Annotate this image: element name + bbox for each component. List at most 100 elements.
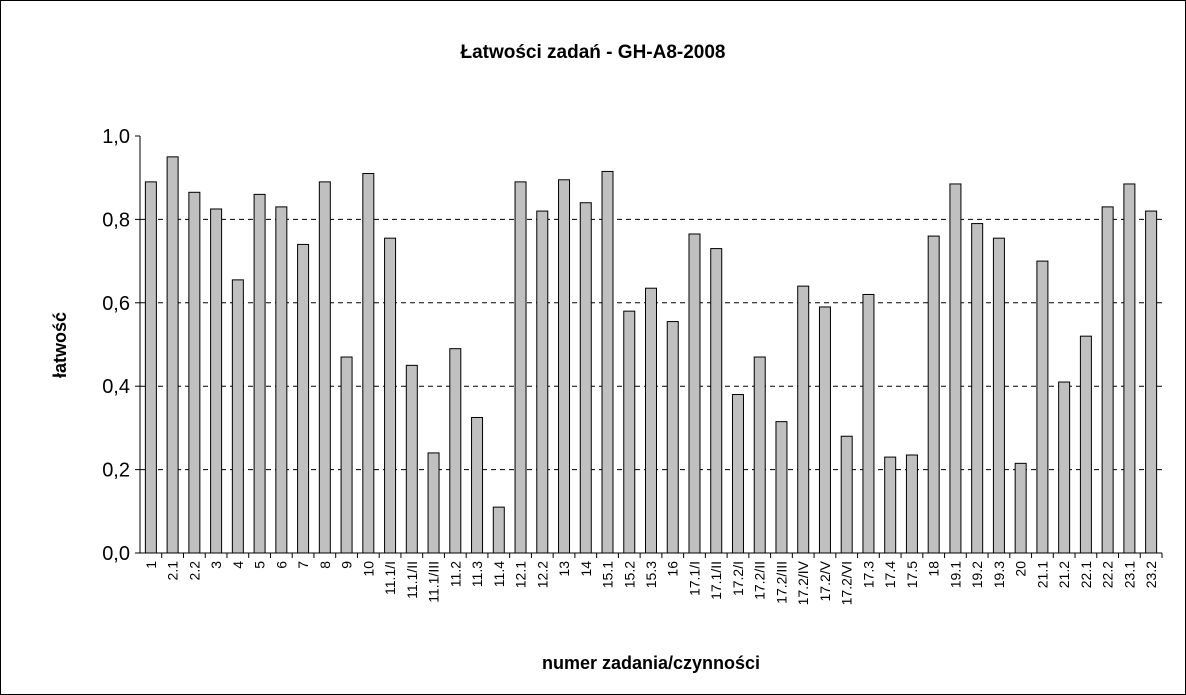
x-tick-label: 19.1 xyxy=(947,561,963,588)
x-tick-label: 17.2/II xyxy=(752,561,768,600)
x-tick-label: 17.2/III xyxy=(773,561,789,604)
x-tick-label: 17.1/II xyxy=(708,561,724,600)
x-tick-label: 7 xyxy=(295,561,311,569)
x-tick-label: 21.1 xyxy=(1034,561,1050,588)
bar xyxy=(1014,462,1027,554)
bar xyxy=(905,454,918,554)
x-tick-label: 17.2/I xyxy=(730,561,746,596)
bar xyxy=(384,237,397,554)
x-tick-label: 8 xyxy=(317,561,333,569)
bar xyxy=(731,394,744,554)
x-tick-label: 1 xyxy=(143,561,159,569)
y-tick-label: 0,4 xyxy=(102,376,130,398)
x-tick-label: 11.1/I xyxy=(382,561,398,595)
x-tick-label: 22.2 xyxy=(1100,561,1116,588)
y-axis-title: łatwość xyxy=(50,312,70,378)
x-tick-label: 17.5 xyxy=(904,561,920,588)
y-tick-label: 0,0 xyxy=(102,543,130,565)
x-tick-label: 15.3 xyxy=(643,561,659,588)
y-tick-label: 0,8 xyxy=(102,209,130,231)
bar xyxy=(840,435,853,554)
x-tick-label: 17.1/I xyxy=(686,561,702,596)
x-tick-label: 9 xyxy=(339,561,355,569)
bar xyxy=(297,243,310,554)
bar xyxy=(427,452,440,554)
bar xyxy=(340,356,353,554)
x-tick-label: 11.1/II xyxy=(404,561,420,599)
bar xyxy=(405,364,418,554)
x-axis-title: numer zadania/czynności xyxy=(542,653,760,673)
x-tick-label: 4 xyxy=(230,561,246,569)
x-tick-label: 15.1 xyxy=(600,561,616,588)
bar xyxy=(275,206,288,554)
x-tick-label: 22.1 xyxy=(1078,561,1094,588)
bar xyxy=(471,416,484,554)
bar xyxy=(971,223,984,554)
x-tick-label: 11.3 xyxy=(469,561,485,587)
bar xyxy=(992,237,1005,554)
bar xyxy=(601,170,614,554)
x-tick-label: 17.4 xyxy=(882,561,898,588)
x-tick-label: 23.1 xyxy=(1121,561,1137,588)
bar xyxy=(253,193,266,554)
x-tick-label: 5 xyxy=(252,561,268,569)
x-tick-label: 17.2/VI xyxy=(839,561,855,605)
bar xyxy=(166,156,179,554)
x-tick-label: 19.2 xyxy=(969,561,985,588)
bar xyxy=(1123,183,1136,554)
x-tick-label: 11.2 xyxy=(447,561,463,587)
x-tick-label: 10 xyxy=(360,561,376,577)
bar xyxy=(688,233,701,554)
bar xyxy=(927,235,940,554)
bar xyxy=(492,506,505,554)
bar xyxy=(666,321,679,554)
bar xyxy=(818,306,831,554)
chart-title: Łatwości zadań - GH-A8-2008 xyxy=(460,42,725,63)
x-tick-label: 19.3 xyxy=(991,561,1007,588)
x-tick-label: 21.2 xyxy=(1056,561,1072,588)
bar xyxy=(579,202,592,554)
bar xyxy=(1145,210,1158,554)
bar xyxy=(775,421,788,554)
bar xyxy=(623,310,636,554)
bar xyxy=(949,183,962,554)
x-tick-label: 3 xyxy=(208,561,224,569)
bar xyxy=(536,210,549,554)
bar xyxy=(188,191,201,554)
bar xyxy=(362,173,375,554)
bar xyxy=(210,208,223,554)
x-tick-label: 17.2/IV xyxy=(795,560,811,605)
bar xyxy=(1101,206,1114,554)
bar xyxy=(753,356,766,554)
x-tick-label: 11.4 xyxy=(491,561,507,587)
x-tick-label: 2.1 xyxy=(165,561,181,581)
x-tick-label: 12.2 xyxy=(534,561,550,588)
x-tick-label: 20 xyxy=(1013,561,1029,577)
x-tick-label: 14 xyxy=(578,561,594,577)
x-tick-label: 16 xyxy=(665,561,681,577)
x-tick-label: 18 xyxy=(926,561,942,577)
x-tick-label: 2.2 xyxy=(186,561,202,581)
x-tick-label: 12.1 xyxy=(513,561,529,588)
bar xyxy=(514,181,527,554)
bar xyxy=(449,348,462,554)
bar xyxy=(1036,260,1049,554)
y-tick-label: 0,2 xyxy=(102,460,130,482)
bar xyxy=(884,456,897,554)
bar xyxy=(144,181,157,554)
x-tick-label: 13 xyxy=(556,561,572,577)
bar xyxy=(558,179,571,554)
bar xyxy=(318,181,331,554)
x-tick-label: 17.3 xyxy=(860,561,876,588)
bar xyxy=(1079,335,1092,554)
y-tick-label: 0,6 xyxy=(102,293,130,315)
bar xyxy=(862,293,875,554)
y-tick-label: 1,0 xyxy=(102,126,130,148)
x-tick-label: 17.2/V xyxy=(817,560,833,601)
bar xyxy=(797,285,810,554)
bar xyxy=(231,279,244,554)
bar xyxy=(645,287,657,554)
x-tick-label: 11.1/III xyxy=(426,561,442,603)
x-tick-label: 6 xyxy=(273,561,289,569)
